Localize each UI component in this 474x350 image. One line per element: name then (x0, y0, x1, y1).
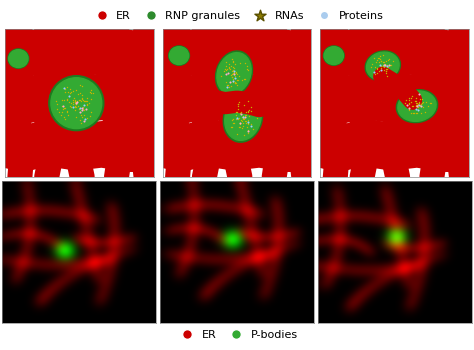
Ellipse shape (365, 51, 401, 81)
Ellipse shape (324, 47, 343, 64)
Ellipse shape (225, 96, 261, 140)
Ellipse shape (169, 47, 189, 64)
Ellipse shape (49, 76, 104, 131)
Ellipse shape (216, 51, 253, 96)
Ellipse shape (8, 49, 29, 68)
Ellipse shape (323, 46, 344, 65)
Ellipse shape (396, 90, 438, 122)
Ellipse shape (51, 78, 102, 128)
Ellipse shape (398, 91, 436, 121)
Ellipse shape (366, 52, 399, 80)
Legend: ER, P-bodies: ER, P-bodies (172, 326, 302, 344)
Ellipse shape (217, 52, 251, 94)
Ellipse shape (223, 94, 263, 142)
Ellipse shape (169, 46, 190, 65)
Legend: ER, RNP granules, RNAs, Proteins: ER, RNP granules, RNAs, Proteins (86, 6, 388, 25)
Ellipse shape (9, 50, 28, 68)
